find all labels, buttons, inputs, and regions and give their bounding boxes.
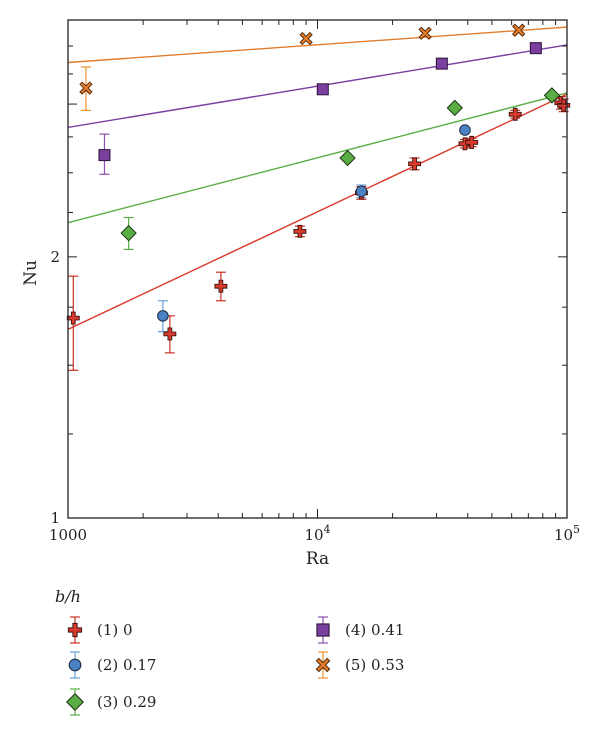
- legend-item: (2) 0.17: [68, 651, 156, 679]
- square-marker: [316, 623, 330, 637]
- x-marker: [512, 23, 526, 37]
- legend-label: (4) 0.41: [345, 621, 404, 639]
- data-point: [157, 310, 169, 322]
- data-point: [120, 224, 137, 242]
- cross-marker: [508, 107, 522, 121]
- data-point: [79, 81, 93, 95]
- data-point: [299, 31, 313, 46]
- data-point: [163, 327, 177, 341]
- axis-ticks: [67, 19, 568, 519]
- legend-title: b/h: [55, 587, 81, 606]
- fit-line: [67, 93, 568, 330]
- data-point: [315, 657, 331, 673]
- legend-label: (3) 0.29: [97, 693, 156, 711]
- x-tick-label: 104: [304, 523, 330, 544]
- data-point: [435, 57, 448, 70]
- x-axis-label: Ra: [306, 549, 329, 569]
- square-marker: [316, 83, 329, 96]
- circle-marker: [355, 185, 368, 198]
- square-marker: [529, 42, 542, 55]
- data-point: [512, 23, 526, 37]
- cross-marker: [163, 327, 177, 341]
- data-point: [68, 658, 82, 672]
- cross-marker: [67, 622, 83, 638]
- data-point: [459, 124, 471, 136]
- legend: b/h (1) 0 (2) 0.17 (3) 0.29 (4) 0.41 (5) 0.5…: [55, 587, 404, 716]
- data-point: [418, 26, 432, 40]
- y-tick-label: 1: [50, 509, 60, 527]
- data-point: [408, 157, 422, 171]
- y-tick-label: 2: [50, 248, 60, 266]
- legend-item: (3) 0.29: [65, 688, 156, 716]
- data-point: [316, 623, 330, 637]
- circle-marker: [459, 124, 471, 136]
- x-tick-label: 105: [554, 523, 580, 544]
- x-tick-label-base: 1000: [49, 526, 87, 544]
- data-point: [446, 99, 463, 117]
- data-point: [465, 135, 479, 149]
- diamond-marker: [543, 87, 561, 104]
- fit-line: [67, 26, 568, 64]
- fit-line: [67, 92, 568, 224]
- legend-item: (1) 0: [67, 616, 133, 644]
- cross-marker: [214, 279, 228, 293]
- cross-marker: [66, 311, 80, 325]
- fit-lines: [67, 26, 568, 330]
- data-point: [293, 224, 307, 238]
- circle-marker: [157, 310, 169, 322]
- legend-label: (2) 0.17: [97, 656, 156, 674]
- error-bars: [68, 27, 569, 371]
- y-axis-label: Nu: [21, 260, 41, 286]
- data-point: [529, 42, 542, 55]
- square-marker: [98, 149, 111, 162]
- x-tick-label-base: 10: [554, 526, 573, 544]
- diamond-marker: [446, 99, 463, 117]
- x-marker: [79, 81, 93, 95]
- data-point: [66, 311, 80, 325]
- data-point: [339, 149, 356, 167]
- data-points: [66, 23, 571, 341]
- legend-label: (1) 0: [97, 621, 133, 639]
- data-point: [65, 692, 85, 712]
- square-marker: [435, 57, 448, 70]
- x-tick-label-exponent: 4: [324, 523, 331, 536]
- x-marker: [418, 26, 432, 40]
- circle-marker: [68, 658, 82, 672]
- x-tick-label-base: 10: [304, 526, 323, 544]
- data-point: [355, 185, 368, 198]
- cross-marker: [557, 98, 571, 112]
- data-point: [214, 279, 228, 293]
- data-point: [543, 87, 561, 104]
- x-marker: [299, 31, 313, 46]
- data-point: [508, 107, 522, 121]
- legend-label: (5) 0.53: [345, 656, 404, 674]
- legend-item: (5) 0.53: [315, 651, 404, 679]
- legend-item: (4) 0.41: [316, 616, 404, 644]
- diamond-marker: [65, 692, 85, 712]
- diamond-marker: [339, 149, 356, 167]
- x-tick-label: 1000: [49, 526, 87, 544]
- cross-marker: [408, 157, 422, 171]
- data-point: [98, 149, 111, 162]
- x-marker: [315, 657, 331, 673]
- data-point: [316, 83, 329, 96]
- data-point: [67, 622, 83, 638]
- data-point: [557, 98, 571, 112]
- x-tick-label-exponent: 5: [573, 523, 580, 536]
- cross-marker: [465, 135, 479, 149]
- diamond-marker: [120, 224, 137, 242]
- cross-marker: [293, 224, 307, 238]
